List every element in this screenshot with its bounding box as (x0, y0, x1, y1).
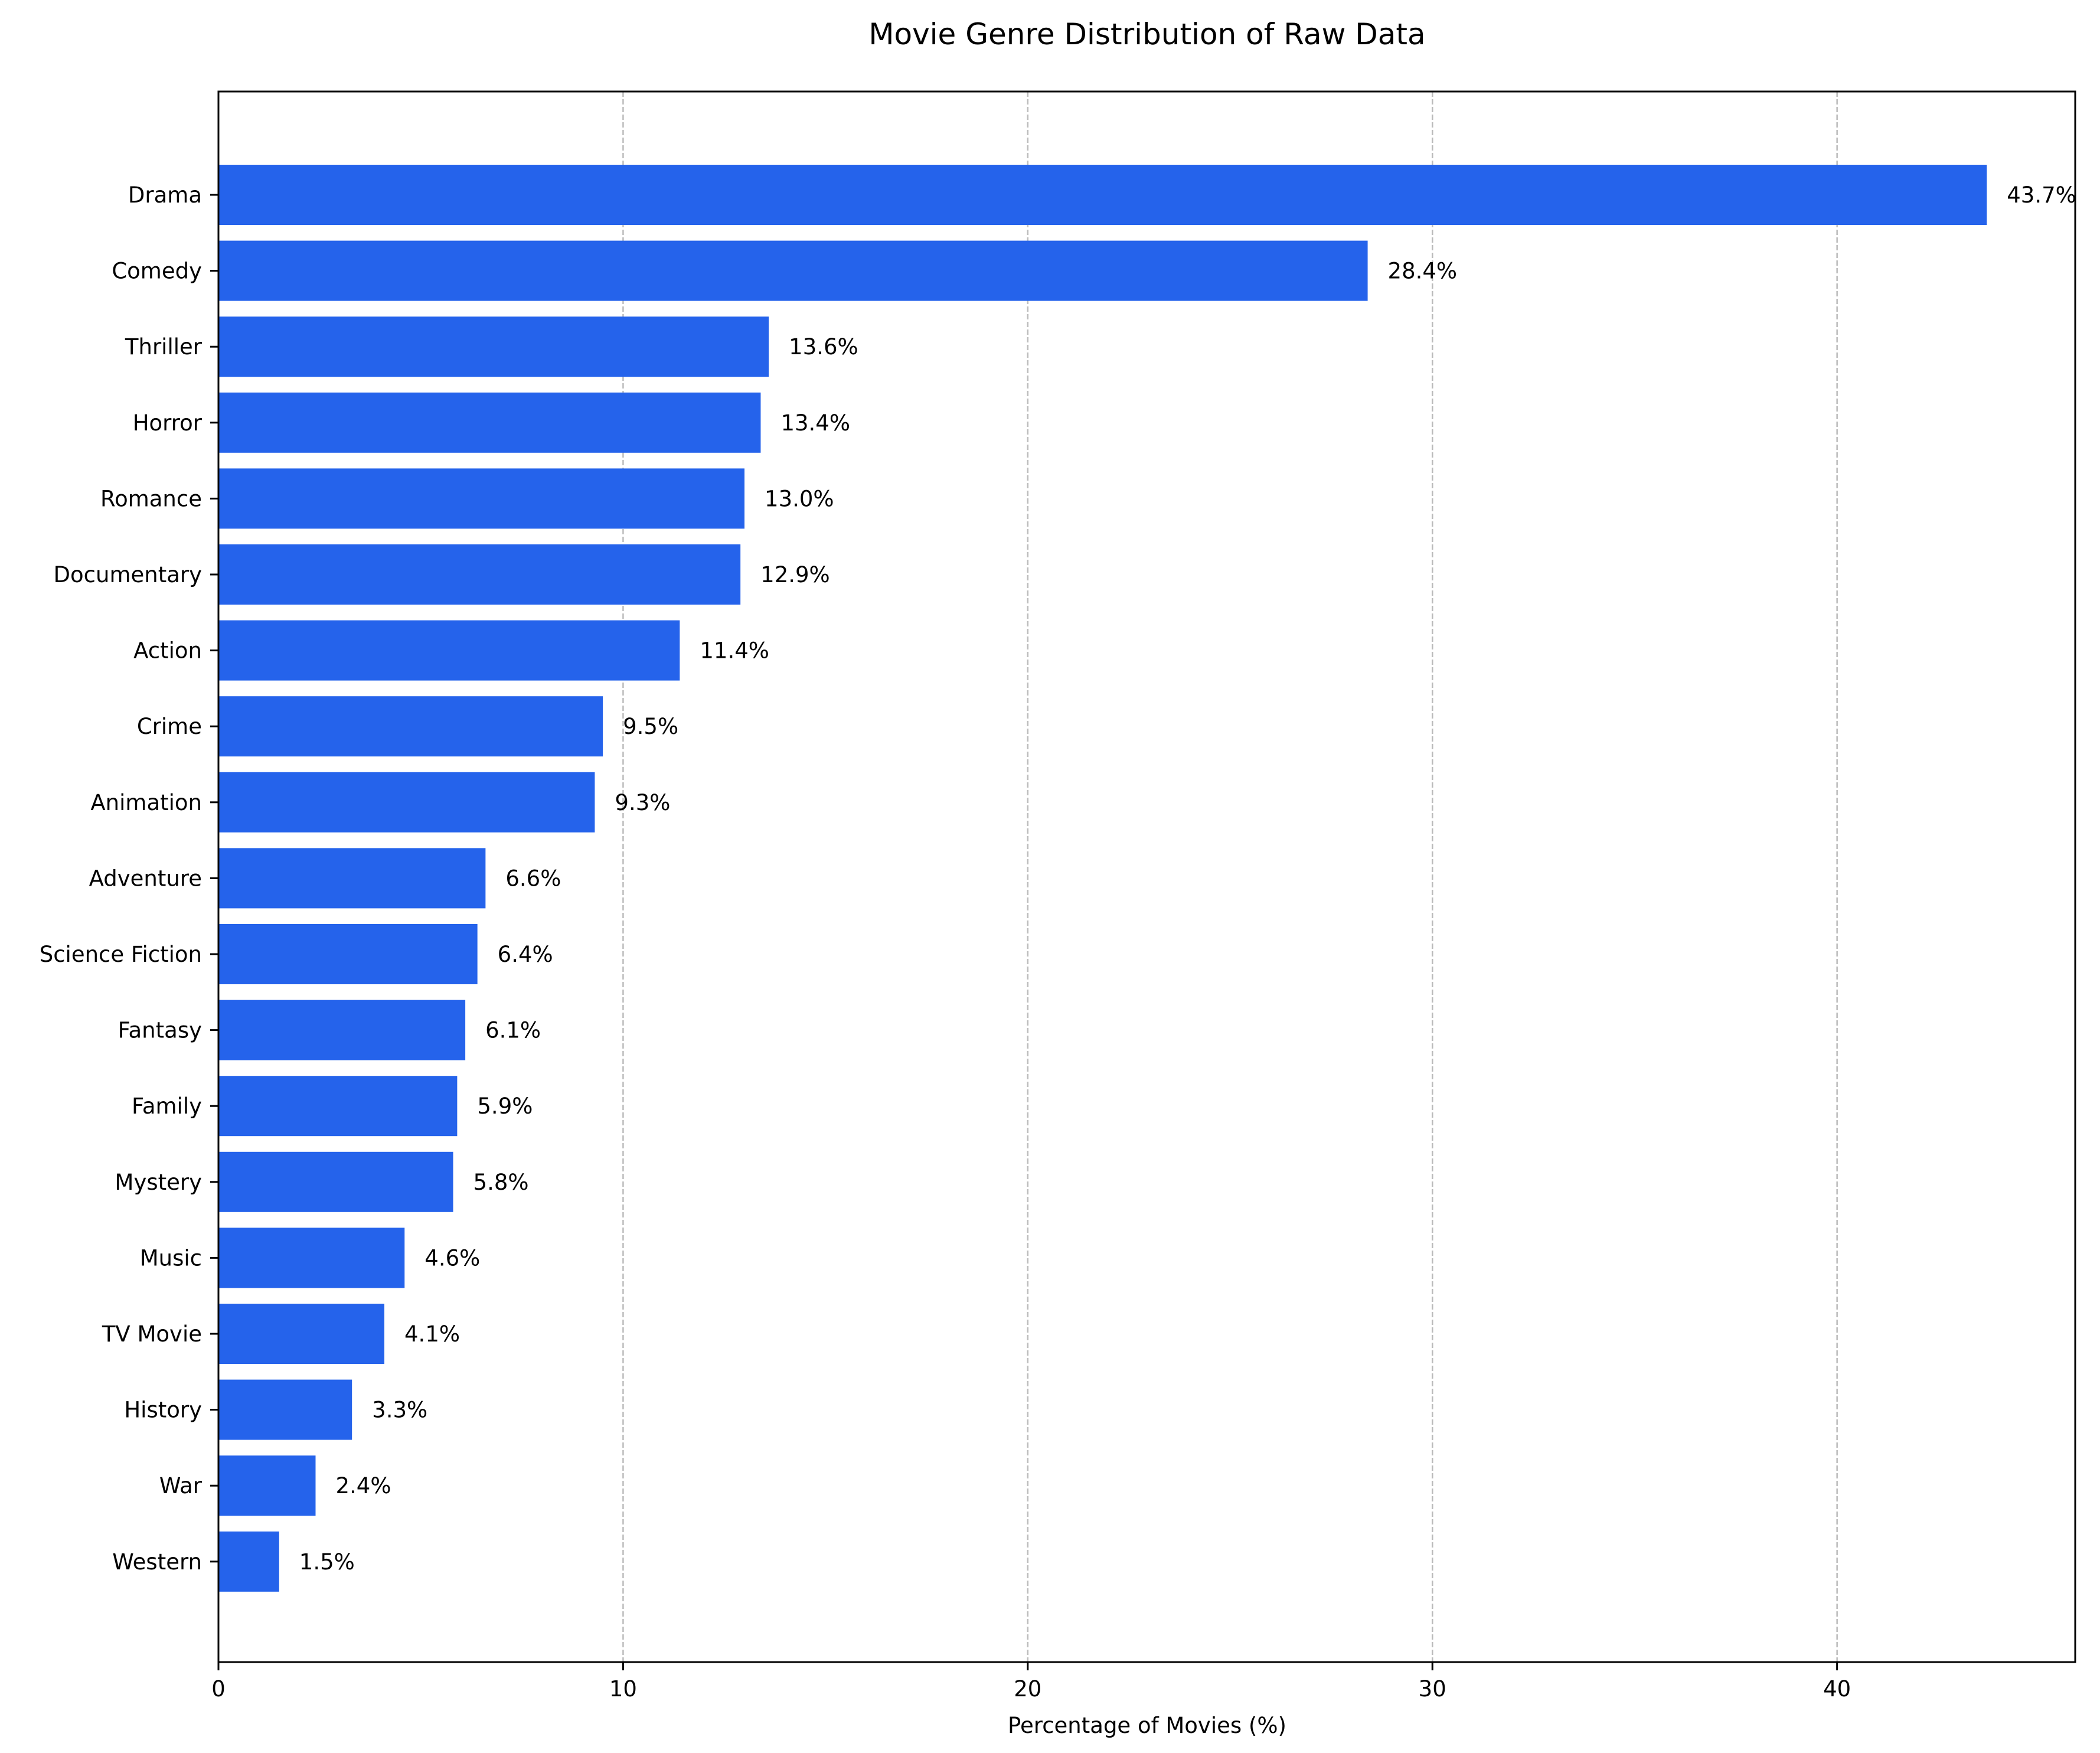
bar-thriller (218, 316, 769, 377)
bar-mystery (218, 1151, 453, 1212)
y-tick-label: Animation (90, 790, 202, 815)
data-label: 6.6% (505, 866, 561, 891)
x-axis-ticks: 0 10 20 30 40 (211, 1662, 1851, 1702)
y-tick-label: Science Fiction (40, 942, 202, 967)
bar-science-fiction (218, 924, 478, 984)
y-tick-label: Fantasy (118, 1018, 202, 1043)
bar-documentary (218, 544, 741, 605)
data-label: 5.8% (473, 1170, 529, 1195)
data-label: 6.1% (485, 1018, 541, 1043)
plot-frame (217, 90, 2076, 1663)
data-label: 9.5% (623, 714, 678, 739)
x-tick-label: 30 (1419, 1676, 1446, 1702)
data-label: 4.6% (424, 1245, 480, 1271)
data-label: 3.3% (372, 1398, 427, 1423)
data-label: 13.4% (780, 410, 850, 436)
data-label: 12.9% (760, 562, 830, 587)
data-label: 5.9% (477, 1093, 533, 1119)
bar-action (218, 620, 680, 681)
bar-animation (218, 772, 595, 833)
x-tick-label: 40 (1823, 1676, 1851, 1702)
bar-tv-movie (218, 1304, 385, 1364)
data-label: 13.6% (789, 334, 858, 360)
y-tick-label: Crime (137, 714, 202, 739)
bar-drama (218, 165, 1987, 225)
data-labels: 43.7% 28.4% 13.6% 13.4% 13.0% 12.9% 11.4% 9.5% 9… (299, 182, 2076, 1575)
y-tick-label: Comedy (112, 259, 202, 284)
data-label: 13.0% (765, 486, 834, 511)
bar-music (218, 1228, 405, 1288)
y-tick-label: Action (133, 638, 202, 664)
bar-history (218, 1379, 352, 1440)
y-tick-label: Family (132, 1093, 202, 1119)
data-label: 4.1% (404, 1321, 460, 1347)
bar-comedy (218, 240, 1368, 301)
y-tick-label: Thriller (125, 334, 203, 360)
bar-crime (218, 696, 603, 757)
x-tick-label: 20 (1014, 1676, 1041, 1702)
y-tick-label: Music (140, 1245, 202, 1271)
bar-western (218, 1531, 279, 1592)
y-tick-label: TV Movie (102, 1321, 202, 1347)
bar-fantasy (218, 1000, 466, 1060)
data-label: 43.7% (2007, 182, 2076, 208)
data-label: 28.4% (1388, 259, 1458, 284)
y-tick-label: War (159, 1473, 203, 1499)
data-label: 6.4% (498, 942, 553, 967)
data-label: 2.4% (335, 1473, 391, 1499)
bar-adventure (218, 848, 486, 909)
bars (218, 165, 1987, 1592)
bar-horror (218, 392, 761, 453)
x-axis-label: Percentage of Movies (%) (1008, 1713, 1286, 1738)
bar-romance (218, 468, 745, 529)
y-axis-ticks: Drama Comedy Thriller Horror Romance Document… (40, 182, 218, 1575)
y-tick-label: Romance (100, 486, 202, 511)
x-tick-label: 10 (609, 1676, 637, 1702)
data-label: 9.3% (615, 790, 670, 815)
y-tick-label: Mystery (115, 1170, 202, 1195)
bar-family (218, 1076, 458, 1137)
data-label: 1.5% (299, 1549, 355, 1575)
y-tick-label: Drama (128, 182, 202, 208)
x-tick-label: 0 (211, 1676, 226, 1702)
y-tick-label: Adventure (89, 866, 202, 891)
data-label: 11.4% (700, 638, 769, 664)
bar-war (218, 1455, 316, 1516)
y-tick-label: Horror (133, 410, 203, 436)
y-tick-label: Documentary (54, 562, 202, 587)
y-tick-label: History (124, 1398, 202, 1423)
y-tick-label: Western (112, 1549, 202, 1575)
chart-title: Movie Genre Distribution of Raw Data (868, 17, 1425, 51)
